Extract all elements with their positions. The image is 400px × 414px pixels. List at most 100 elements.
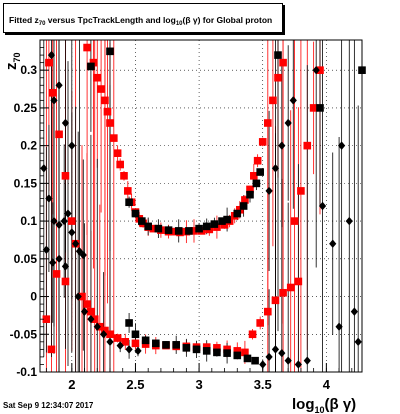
data-point-black-square <box>202 222 211 231</box>
data-point-black-square <box>131 330 140 339</box>
data-point-red-square <box>248 330 257 339</box>
data-point-black-marker <box>87 314 95 324</box>
data-point-red-square <box>113 149 122 157</box>
data-point-red-square <box>52 270 61 278</box>
data-point-black-square <box>185 227 193 235</box>
x-tick-label: 4 <box>323 377 331 392</box>
data-point-black-marker <box>68 228 76 237</box>
data-point-black-square <box>152 339 160 348</box>
data-point-black-marker <box>278 348 286 358</box>
data-point-black-marker <box>294 360 302 369</box>
data-point-black-marker <box>354 337 362 347</box>
data-point-red-square <box>78 292 86 301</box>
data-point-red-square <box>83 300 91 308</box>
y-tick-label: 0.15 <box>14 176 38 190</box>
data-point-black-marker <box>284 118 292 128</box>
data-point-black-marker <box>45 194 53 203</box>
data-point-red-square <box>256 319 264 327</box>
data-point-black-square <box>223 215 231 224</box>
y-tick-label: 0.05 <box>14 252 38 266</box>
data-point-black-square <box>210 220 219 228</box>
data-point-black-marker <box>303 356 311 365</box>
data-point-red-square <box>264 119 272 127</box>
data-point-black-marker <box>329 239 337 248</box>
data-point-black-marker <box>55 254 63 264</box>
data-point-black-square <box>174 227 183 235</box>
data-point-red-square <box>279 288 287 297</box>
data-point-black-marker <box>278 141 286 150</box>
data-point-black-square <box>138 217 146 225</box>
data-point-black-square <box>131 209 140 218</box>
y-tick-label: 0.3 <box>20 63 37 77</box>
data-point-red-square <box>297 187 305 195</box>
data-point-red-square <box>83 43 91 52</box>
data-point-red-square <box>131 339 140 348</box>
title-box-shadow-right <box>283 5 285 35</box>
data-point-red-square <box>103 107 112 116</box>
data-point-red-square <box>45 58 53 67</box>
y-tick-label: 0.25 <box>14 101 38 115</box>
data-point-red-square <box>55 130 63 139</box>
x-tick-label: 3 <box>195 377 202 392</box>
data-point-black-square <box>316 104 324 112</box>
y-tick-label: 0 <box>30 290 37 304</box>
data-point-black-marker <box>271 345 280 354</box>
data-point-black-marker <box>75 247 84 256</box>
data-point-black-square <box>125 198 133 207</box>
data-point-red-square <box>290 217 299 225</box>
data-point-black-marker <box>106 337 114 347</box>
data-point-black-marker <box>318 201 327 211</box>
y-tick-label: 0.2 <box>20 139 37 153</box>
data-point-black-square <box>251 356 259 365</box>
data-point-black-marker <box>79 250 87 260</box>
data-point-black-square <box>202 347 211 355</box>
data-point-black-marker <box>350 307 358 316</box>
data-point-red-square <box>269 96 277 105</box>
data-point-black-marker <box>74 292 82 301</box>
data-point-black-square <box>213 348 221 357</box>
data-point-black-marker <box>271 164 280 173</box>
data-point-red-square <box>121 338 130 346</box>
data-point-black-square <box>233 209 242 218</box>
chart-title-box: Fitted z70 versus TpcTrackLength and log… <box>3 3 283 33</box>
data-point-black-marker <box>335 322 343 331</box>
data-point-black-square <box>182 344 191 352</box>
y-tick-label: -0.1 <box>16 365 37 379</box>
data-point-red-square <box>274 73 282 82</box>
data-point-black-square <box>192 345 201 354</box>
data-point-black-marker <box>338 141 346 150</box>
data-point-black-marker <box>284 356 292 365</box>
data-point-red-square <box>169 227 178 236</box>
data-point-red-square <box>241 348 249 357</box>
x-tick-label: 2 <box>68 377 75 392</box>
data-point-red-square <box>68 217 76 225</box>
data-point-black-marker <box>60 216 68 226</box>
data-point-red-square <box>116 160 124 169</box>
data-point-red-square <box>309 104 318 112</box>
data-point-black-square <box>246 190 254 199</box>
x-axis-label: log10(β γ) <box>292 396 356 414</box>
y-tick-label: -0.05 <box>10 327 38 341</box>
data-point-black-square <box>243 354 252 363</box>
data-point-black-marker <box>61 262 70 271</box>
data-point-red-square <box>294 277 303 286</box>
data-point-red-square <box>61 172 70 180</box>
data-point-red-square <box>61 277 70 286</box>
data-point-black-square <box>164 226 173 234</box>
data-point-black-marker <box>265 186 273 196</box>
data-point-black-square <box>144 222 152 231</box>
data-point-red-square <box>241 196 249 204</box>
data-point-red-square <box>286 283 295 292</box>
title-box-shadow <box>5 33 284 35</box>
data-point-red-square <box>101 96 109 105</box>
data-point-red-square <box>271 296 280 305</box>
data-point-black-square <box>106 47 114 56</box>
data-point-black-marker <box>55 81 63 90</box>
data-point-red-square <box>279 58 287 67</box>
timestamp-label: Sat Sep 9 12:34:07 2017 <box>3 401 94 410</box>
data-point-black-square <box>256 168 264 176</box>
data-point-red-square <box>113 334 122 342</box>
data-point-red-square <box>264 307 272 316</box>
data-point-red-square <box>110 134 118 142</box>
data-point-black-marker <box>289 96 297 105</box>
